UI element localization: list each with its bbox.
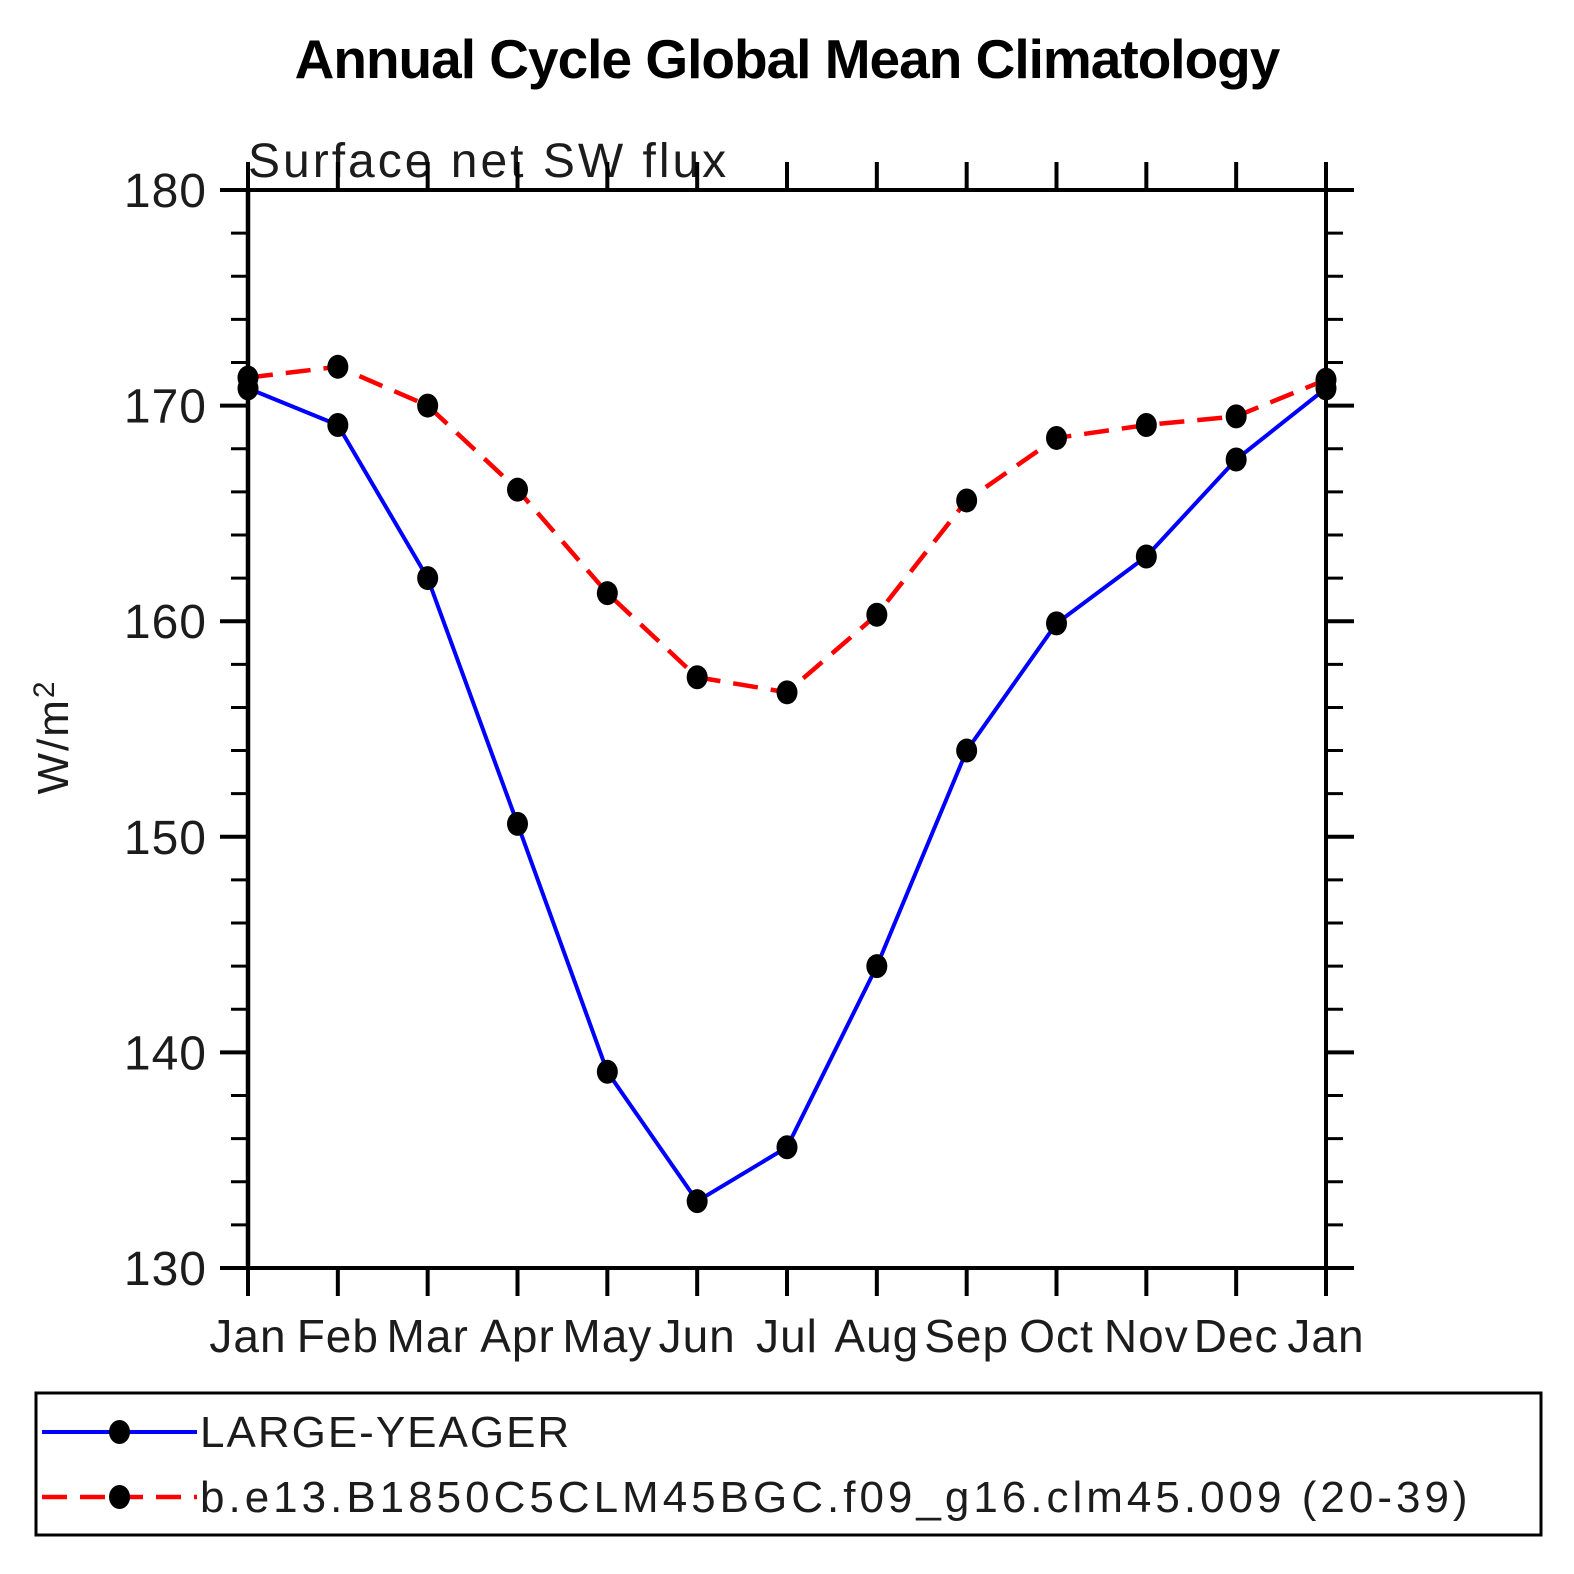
- data-point: [507, 477, 528, 502]
- x-tick-label: Nov: [1104, 1310, 1189, 1362]
- data-point: [237, 365, 259, 390]
- axes-frame: [220, 162, 1354, 1296]
- data-point: [686, 665, 708, 690]
- y-tick-label: 160: [124, 596, 207, 649]
- legend-sample-marker: [109, 1485, 130, 1509]
- x-tick-label: Dec: [1194, 1310, 1279, 1362]
- data-point: [1135, 413, 1157, 438]
- y-tick-label: 180: [124, 165, 207, 218]
- legend-label-model-run: b.e13.B1850C5CLM45BGC.f09_g16.clm45.009 …: [200, 1473, 1472, 1522]
- y-tick-label: 150: [124, 812, 207, 865]
- y-tick-label: 170: [124, 381, 207, 434]
- data-point: [956, 488, 978, 513]
- y-tick-label: 140: [124, 1027, 207, 1080]
- chart-subtitle: Surface net SW flux: [248, 135, 729, 188]
- data-point: [1225, 404, 1247, 429]
- data-point: [866, 602, 888, 627]
- legend-box: [34, 1391, 1543, 1537]
- legend-sample-marker: [109, 1420, 130, 1444]
- data-point: [686, 1189, 708, 1214]
- data-point: [866, 954, 888, 979]
- x-tick-label: Jul: [756, 1310, 818, 1362]
- data-point: [417, 393, 439, 418]
- x-tick-label: Apr: [480, 1310, 555, 1362]
- data-point: [327, 413, 349, 438]
- data-point: [1315, 367, 1337, 392]
- legend-frame: [34, 1391, 1543, 1537]
- data-point: [956, 738, 978, 763]
- data-point: [776, 680, 798, 705]
- data-series: [237, 354, 1337, 1214]
- data-point: [417, 566, 439, 591]
- data-point: [327, 354, 349, 379]
- data-point: [596, 581, 618, 606]
- data-point: [596, 1059, 618, 1084]
- x-tick-label: Jun: [659, 1310, 736, 1362]
- series-line-b-e13-b1850c5clm45bgc-f09-g16-: [247, 364, 1327, 695]
- data-point: [1135, 544, 1157, 569]
- legend-label-large-yeager: LARGE-YEAGER: [200, 1408, 571, 1457]
- y-axis-label: W/m2: [28, 679, 78, 794]
- y-tick-label: 130: [124, 1243, 207, 1296]
- x-tick-label: Sep: [924, 1310, 1009, 1362]
- chart-title: Annual Cycle Global Mean Climatology: [295, 28, 1281, 90]
- data-point: [1046, 425, 1067, 450]
- series-line-large-yeager: [247, 386, 1328, 1204]
- x-tick-label: May: [562, 1310, 652, 1362]
- data-point: [1225, 447, 1247, 472]
- x-tick-label: Mar: [387, 1310, 469, 1362]
- data-point: [1046, 611, 1067, 636]
- x-tick-label: Aug: [834, 1310, 919, 1362]
- data-point: [776, 1135, 798, 1160]
- x-tick-label: Jan: [209, 1310, 286, 1362]
- x-tick-label: Feb: [297, 1310, 379, 1362]
- data-point: [507, 811, 528, 836]
- x-tick-label: Oct: [1019, 1310, 1094, 1362]
- x-tick-label: Jan: [1287, 1310, 1364, 1362]
